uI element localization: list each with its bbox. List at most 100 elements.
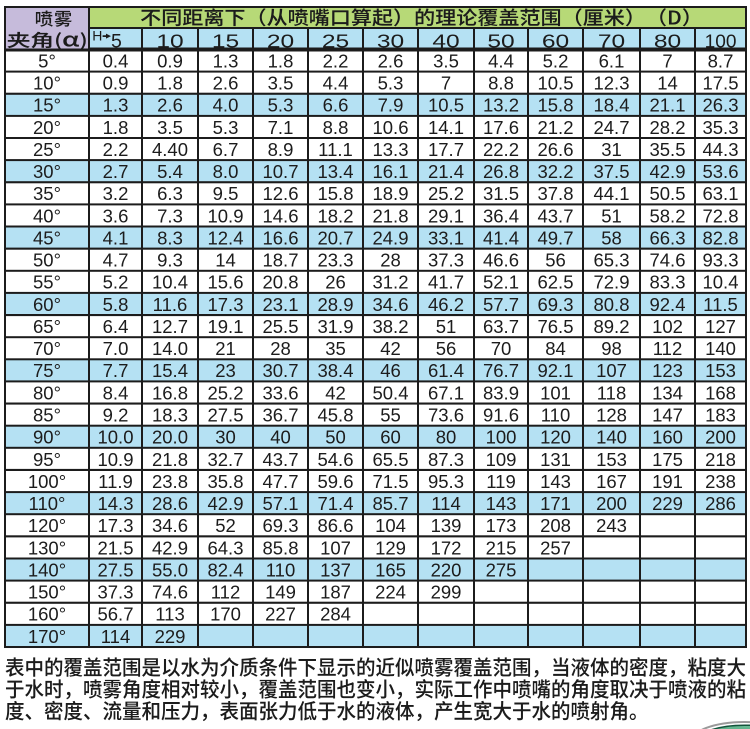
svg-text:25.5: 25.5 [262, 316, 298, 337]
svg-text:208: 208 [540, 515, 571, 536]
svg-text:14: 14 [657, 73, 678, 94]
svg-text:160°: 160° [28, 604, 66, 625]
svg-text:5: 5 [111, 31, 122, 53]
svg-text:183: 183 [705, 405, 736, 426]
svg-text:56.7: 56.7 [97, 604, 133, 625]
svg-text:51: 51 [601, 205, 622, 226]
svg-text:3.5: 3.5 [268, 73, 294, 94]
svg-text:100: 100 [705, 31, 737, 51]
svg-text:6.4: 6.4 [103, 316, 129, 337]
svg-text:40: 40 [432, 30, 459, 51]
svg-text:57.1: 57.1 [262, 493, 298, 514]
svg-text:4.0: 4.0 [213, 95, 239, 116]
svg-text:40: 40 [270, 427, 291, 448]
svg-text:66.3: 66.3 [649, 227, 685, 248]
svg-text:1.3: 1.3 [213, 50, 239, 71]
svg-text:15: 15 [212, 30, 239, 51]
svg-text:42.9: 42.9 [649, 161, 685, 182]
svg-text:14: 14 [215, 250, 236, 271]
svg-text:58.2: 58.2 [649, 205, 685, 226]
svg-text:70: 70 [598, 30, 625, 51]
svg-text:43.7: 43.7 [262, 449, 298, 470]
svg-text:55: 55 [380, 405, 401, 426]
svg-text:21.8: 21.8 [372, 205, 408, 226]
svg-text:46.2: 46.2 [428, 294, 464, 315]
svg-text:229: 229 [652, 493, 683, 514]
svg-text:72.9: 72.9 [593, 272, 629, 293]
svg-text:10.0: 10.0 [97, 427, 133, 448]
svg-text:153: 153 [705, 360, 736, 381]
svg-text:51: 51 [436, 316, 457, 337]
svg-text:7.1: 7.1 [268, 117, 294, 138]
svg-text:82.8: 82.8 [702, 227, 738, 248]
svg-text:3.2: 3.2 [103, 183, 129, 204]
svg-text:26.8: 26.8 [483, 161, 519, 182]
svg-text:56: 56 [545, 250, 566, 271]
svg-text:76.5: 76.5 [537, 316, 573, 337]
svg-text:3.5: 3.5 [433, 50, 459, 71]
svg-text:45.8: 45.8 [317, 405, 353, 426]
svg-text:25°: 25° [33, 139, 61, 160]
svg-text:120: 120 [540, 427, 571, 448]
svg-text:35°: 35° [33, 183, 61, 204]
svg-text:175: 175 [652, 449, 683, 470]
svg-text:84: 84 [545, 338, 566, 359]
svg-text:10.9: 10.9 [207, 205, 243, 226]
svg-text:220: 220 [431, 559, 462, 580]
svg-text:21.5: 21.5 [97, 537, 133, 558]
svg-text:56: 56 [436, 338, 457, 359]
svg-text:60°: 60° [33, 294, 61, 315]
svg-text:23.8: 23.8 [152, 471, 188, 492]
svg-text:123: 123 [652, 360, 683, 381]
svg-text:5.3: 5.3 [213, 117, 239, 138]
svg-text:107: 107 [320, 537, 351, 558]
svg-text:172: 172 [431, 537, 462, 558]
svg-text:19.1: 19.1 [207, 316, 243, 337]
svg-text:131: 131 [540, 449, 571, 470]
svg-text:275: 275 [486, 559, 517, 580]
svg-text:4.7: 4.7 [103, 250, 129, 271]
svg-text:23.1: 23.1 [262, 294, 298, 315]
svg-text:1.8: 1.8 [103, 117, 129, 138]
svg-text:45°: 45° [33, 227, 61, 248]
svg-text:12.3: 12.3 [593, 73, 629, 94]
svg-text:55°: 55° [33, 272, 61, 293]
svg-text:85°: 85° [33, 405, 61, 426]
svg-text:50: 50 [325, 427, 346, 448]
svg-text:43.7: 43.7 [537, 205, 573, 226]
svg-text:22.2: 22.2 [483, 139, 519, 160]
svg-text:2.2: 2.2 [323, 50, 349, 71]
svg-text:2.6: 2.6 [378, 50, 404, 71]
svg-text:8.0: 8.0 [213, 161, 239, 182]
svg-text:57.7: 57.7 [483, 294, 519, 315]
svg-text:31.5: 31.5 [483, 183, 519, 204]
svg-text:120°: 120° [28, 515, 66, 536]
svg-text:7.7: 7.7 [103, 360, 129, 381]
svg-text:80°: 80° [33, 382, 61, 403]
svg-text:5.2: 5.2 [543, 50, 569, 71]
svg-text:140: 140 [705, 338, 736, 359]
svg-text:41.4: 41.4 [483, 227, 519, 248]
svg-text:38.2: 38.2 [372, 316, 408, 337]
svg-text:9.5: 9.5 [213, 183, 239, 204]
svg-text:74.6: 74.6 [649, 250, 685, 271]
svg-text:130°: 130° [28, 537, 66, 558]
svg-text:13.2: 13.2 [483, 95, 519, 116]
svg-text:2.2: 2.2 [103, 139, 129, 160]
svg-text:0.4: 0.4 [103, 50, 129, 71]
svg-text:54.6: 54.6 [317, 449, 353, 470]
svg-text:15.8: 15.8 [537, 95, 573, 116]
svg-text:26.6: 26.6 [537, 139, 573, 160]
svg-text:25.2: 25.2 [207, 382, 243, 403]
svg-text:36.7: 36.7 [262, 405, 298, 426]
svg-text:46.6: 46.6 [483, 250, 519, 271]
svg-text:60: 60 [380, 427, 401, 448]
svg-text:28.9: 28.9 [317, 294, 353, 315]
svg-text:92.4: 92.4 [649, 294, 685, 315]
svg-text:71.4: 71.4 [317, 493, 353, 514]
svg-text:95°: 95° [33, 449, 61, 470]
svg-text:107: 107 [596, 360, 627, 381]
svg-text:85.8: 85.8 [262, 537, 298, 558]
svg-text:49.7: 49.7 [537, 227, 573, 248]
svg-text:8.3: 8.3 [157, 227, 183, 248]
